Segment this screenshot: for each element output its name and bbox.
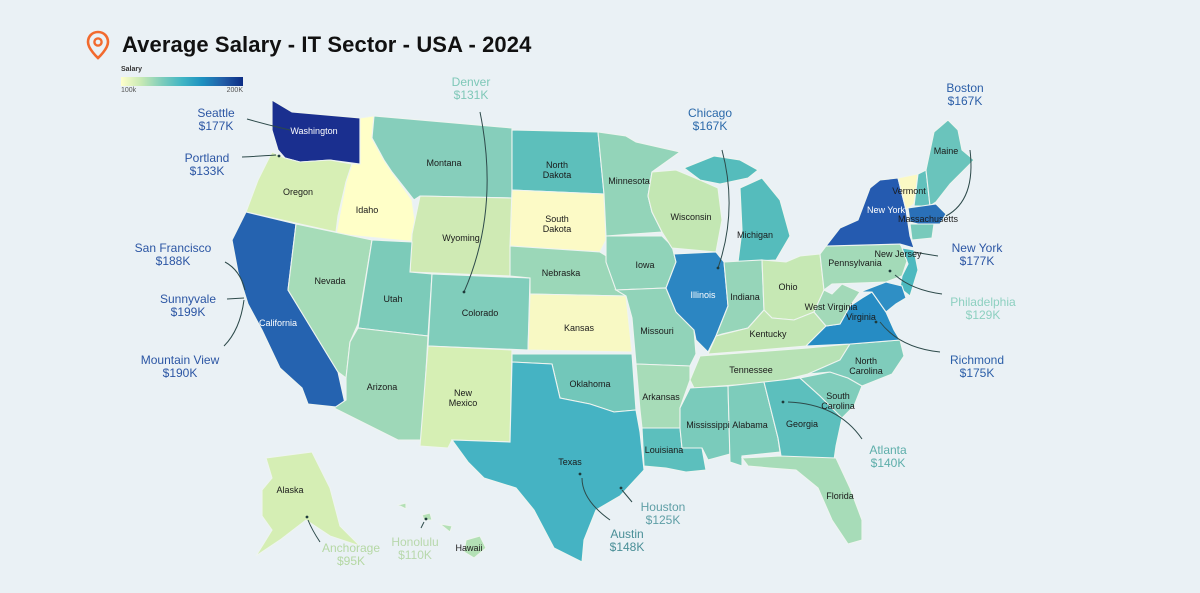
label-new-york: New York [867,205,906,215]
label-new-mexico-1: New [454,388,473,398]
label-wisconsin: Wisconsin [670,212,711,222]
label-south-carolina-1: South [826,391,850,401]
label-oregon: Oregon [283,187,313,197]
label-montana: Montana [426,158,461,168]
label-north-dakota-2: Dakota [543,170,572,180]
legend-min-label: 100k [121,87,137,94]
state-massachusetts[interactable] [907,203,947,225]
label-mississippi: Mississippi [686,420,730,430]
label-hawaii: Hawaii [455,543,482,553]
label-north-dakota-1: North [546,160,568,170]
label-arizona: Arizona [367,382,398,392]
city-chicago: Chicago $167K [687,106,733,133]
label-arkansas: Arkansas [642,392,680,402]
label-texas: Texas [558,457,582,467]
legend-gradient-bar [121,77,243,86]
city-atlanta: Atlanta $140K [869,443,907,470]
label-minnesota: Minnesota [608,176,650,186]
state-michigan[interactable] [682,155,791,263]
state-north-carolina[interactable] [807,339,905,387]
city-philadelphia: Philadelphia $129K [950,295,1016,322]
label-north-carolina-1: North [855,356,877,366]
city-austin: Austin $148K [609,527,645,554]
leader-lines [223,111,972,543]
label-georgia: Georgia [786,419,818,429]
city-dots [277,154,892,521]
label-indiana: Indiana [730,292,760,302]
city-sunnyvale: Sunnyvale $199K [159,292,217,319]
label-vermont: Vermont [892,186,926,196]
label-washington: Washington [290,126,337,136]
label-nevada: Nevada [314,276,345,286]
label-utah: Utah [383,294,402,304]
label-colorado: Colorado [462,308,499,318]
label-massachusetts: Massachusetts [898,214,959,224]
city-portland: Portland $133K [184,151,230,178]
label-idaho: Idaho [356,205,379,215]
label-louisiana: Louisiana [645,445,684,455]
label-tennessee: Tennessee [729,365,773,375]
label-south-dakota-2: Dakota [543,224,572,234]
label-wyoming: Wyoming [442,233,479,243]
map-pin-icon [86,30,110,60]
city-san-francisco: San Francisco $188K [134,241,212,268]
state-wyoming[interactable] [409,195,513,277]
label-west-virginia: West Virginia [805,302,858,312]
label-michigan: Michigan [737,230,773,240]
city-mountain-view: Mountain View $190K [140,353,220,380]
label-alaska: Alaska [276,485,303,495]
city-anchorage: Anchorage $95K [321,541,381,568]
city-new-york: New York $177K [951,241,1003,268]
label-south-carolina-2: Carolina [821,401,855,411]
label-alabama: Alabama [732,420,768,430]
state-maryland-delaware[interactable] [859,281,907,313]
label-ohio: Ohio [778,282,797,292]
city-honolulu: Honolulu $110K [391,535,439,562]
page-title: Average Salary - IT Sector - USA - 2024 [122,32,532,57]
state-hawaii[interactable] [396,502,487,559]
label-pennsylvania: Pennsylvania [828,258,882,268]
state-florida[interactable] [740,455,863,545]
label-new-jersey: New Jersey [874,249,922,259]
label-missouri: Missouri [640,326,674,336]
color-legend: Salary 100k 200K [121,66,243,94]
state-connecticut-ri[interactable] [909,223,935,241]
city-houston: Houston $125K [640,500,686,527]
label-nebraska: Nebraska [542,268,581,278]
state-kansas[interactable] [527,293,633,353]
city-boston: Boston $167K [946,81,984,108]
label-north-carolina-2: Carolina [849,366,883,376]
label-new-mexico-2: Mexico [449,398,478,408]
label-kentucky: Kentucky [749,329,787,339]
label-oklahoma: Oklahoma [569,379,610,389]
label-california: California [259,318,297,328]
city-richmond: Richmond $175K [949,353,1005,380]
state-alaska[interactable] [255,451,361,557]
label-south-dakota-1: South [545,214,569,224]
legend-max-label: 200K [226,87,243,94]
label-kansas: Kansas [564,323,595,333]
label-maine: Maine [934,146,959,156]
state-texas[interactable] [450,361,645,563]
header: Average Salary - IT Sector - USA - 2024 [86,30,531,60]
city-seattle: Seattle $177K [197,106,235,133]
state-illinois[interactable] [665,251,729,353]
label-iowa: Iowa [635,260,654,270]
label-illinois: Illinois [690,290,716,300]
state-new-jersey[interactable] [899,247,919,297]
city-denver: Denver $131K [451,75,491,102]
state-south-dakota[interactable] [509,189,607,253]
legend-title: Salary [121,66,143,73]
label-virginia: Virginia [846,312,876,322]
label-florida: Florida [826,491,854,501]
